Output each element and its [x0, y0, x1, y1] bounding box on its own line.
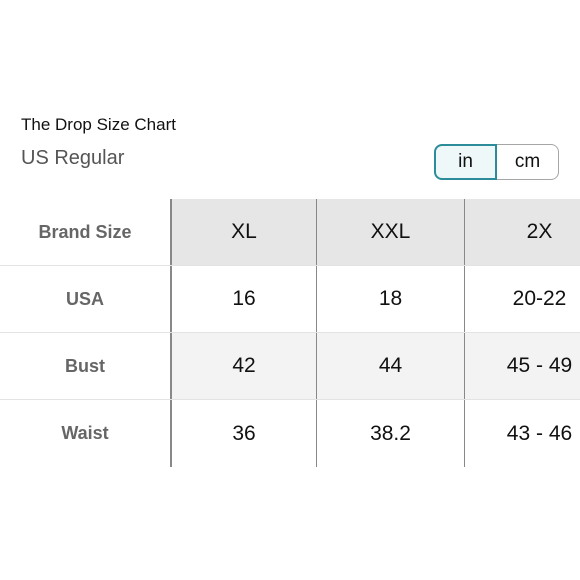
table-row-waist: Waist 36 38.2 43 - 46	[0, 400, 580, 467]
table-cell: 44	[316, 333, 464, 399]
page-subtitle: US Regular	[21, 147, 125, 169]
table-cell: 20-22	[464, 266, 580, 332]
row-label-brand-size: Brand Size	[0, 199, 170, 265]
table-row-usa: USA 16 18 20-22	[0, 266, 580, 333]
column-header-xl: XL	[170, 199, 316, 265]
column-header-xxl: XXL	[316, 199, 464, 265]
unit-toggle: in cm	[434, 144, 559, 180]
table-cell: 38.2	[316, 400, 464, 467]
row-label-waist: Waist	[0, 400, 170, 467]
unit-inches-button[interactable]: in	[434, 144, 497, 180]
column-header-2x: 2X	[464, 199, 580, 265]
table-header-row: Brand Size XL XXL 2X	[0, 199, 580, 266]
table-cell: 36	[170, 400, 316, 467]
table-cell: 42	[170, 333, 316, 399]
table-cell: 16	[170, 266, 316, 332]
table-cell: 43 - 46	[464, 400, 580, 467]
unit-centimeters-button[interactable]: cm	[497, 144, 559, 180]
size-table: Brand Size XL XXL 2X USA 16 18 20-22 Bus…	[0, 199, 580, 467]
page-title: The Drop Size Chart	[21, 115, 176, 134]
row-label-bust: Bust	[0, 333, 170, 399]
row-label-usa: USA	[0, 266, 170, 332]
table-cell: 18	[316, 266, 464, 332]
table-cell: 45 - 49	[464, 333, 580, 399]
table-row-bust: Bust 42 44 45 - 49	[0, 333, 580, 400]
